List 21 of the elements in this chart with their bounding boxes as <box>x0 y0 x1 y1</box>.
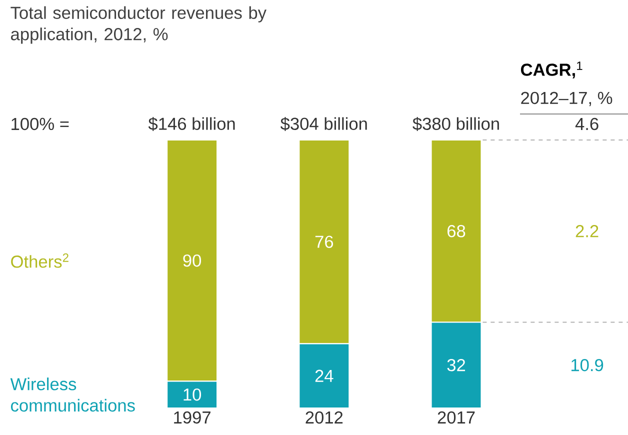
text: $304 billion <box>280 116 367 131</box>
chart-title: Total semiconductor revenues by application, 2012, % <box>10 6 266 44</box>
x-tick-label: 2017 <box>438 411 475 424</box>
data-label: 68 <box>448 224 466 238</box>
text: 4.6 <box>575 118 598 130</box>
text: $146 billion <box>148 116 235 131</box>
text: 100% = <box>12 118 69 130</box>
x-tick-label: 2012 <box>306 411 343 424</box>
x-tick-label: 1997 <box>174 411 210 424</box>
series-label: Wireless communications <box>10 378 135 412</box>
text: 10.9 <box>571 358 604 372</box>
text: $380 billion <box>412 116 499 131</box>
text: 2012–17, % <box>521 92 612 106</box>
text: CAGR,$^{1}$ <box>520 62 582 78</box>
text: Others$^{2}$ <box>11 253 68 268</box>
data-label: 76 <box>315 236 334 248</box>
data-label: 24 <box>315 370 334 382</box>
data-label: 90 <box>183 254 202 267</box>
data-label: 10 <box>184 388 202 401</box>
data-label: 32 <box>447 358 466 372</box>
text: 2.2 <box>576 225 598 238</box>
